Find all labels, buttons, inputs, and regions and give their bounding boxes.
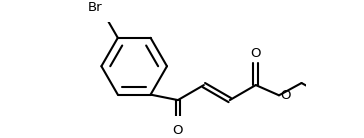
Text: O: O [250, 47, 261, 60]
Text: O: O [173, 124, 183, 137]
Text: O: O [280, 89, 291, 102]
Text: Br: Br [88, 1, 103, 14]
